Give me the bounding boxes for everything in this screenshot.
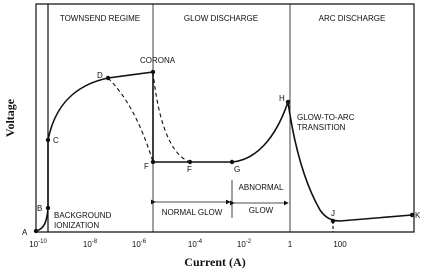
point-label: F — [144, 162, 149, 171]
point — [33, 228, 39, 234]
point — [285, 99, 291, 105]
point-label: F — [187, 165, 192, 174]
x-tick-label: 10-4 — [188, 239, 203, 249]
point — [229, 159, 235, 165]
x-tick-label: 10-8 — [83, 239, 98, 249]
annotation: ABNORMAL — [239, 183, 284, 192]
axes-box — [35, 3, 415, 233]
frame — [35, 3, 415, 233]
tick-base: 1 — [288, 240, 293, 249]
x-ticks: 10-10 10-8 10-6 10-4 10-2 1 100 — [29, 239, 347, 249]
point — [105, 75, 111, 81]
tick-base: 100 — [333, 240, 347, 249]
point-label: G — [234, 165, 240, 174]
point — [150, 159, 156, 165]
x-tick-label: 1 — [288, 240, 293, 249]
annotation: TRANSITION — [297, 123, 346, 132]
tick-exponent: -10 — [38, 239, 47, 245]
point — [150, 69, 156, 75]
x-tick-label: 10-2 — [237, 239, 252, 249]
tick-exponent: -4 — [197, 239, 203, 245]
tick-exponent: -2 — [246, 239, 252, 245]
characteristic-curve — [35, 71, 413, 232]
annotation: NORMAL GLOW — [162, 208, 223, 217]
curves — [35, 71, 413, 232]
point — [45, 205, 51, 211]
range-brackets — [151, 180, 289, 218]
points — [33, 69, 415, 234]
point-label: J — [331, 209, 335, 218]
annotation: BACKGROUND — [54, 211, 112, 220]
hysteresis-curve — [152, 71, 191, 163]
x-tick-label: 10-6 — [132, 239, 147, 249]
tick-exponent: -8 — [92, 239, 98, 245]
y-axis-title: Voltage — [3, 98, 17, 137]
annotation: CORONA — [140, 56, 176, 65]
x-tick-label: 100 — [333, 240, 347, 249]
x-tick-label: 10-10 — [29, 239, 47, 249]
point — [330, 218, 336, 224]
point — [187, 159, 193, 165]
annotation: GLOW — [249, 206, 274, 215]
tick-base: 10 — [132, 240, 141, 249]
tick-base: 10 — [188, 240, 197, 249]
point-label: B — [37, 204, 42, 213]
region-label: TOWNSEND REGIME — [60, 14, 140, 23]
point-label: A — [22, 228, 28, 237]
region-label: GLOW DISCHARGE — [184, 14, 258, 23]
hysteresis-curve — [107, 77, 154, 163]
annotation: GLOW-TO-ARC — [297, 113, 355, 122]
point — [409, 212, 415, 218]
tick-base: 10 — [237, 240, 246, 249]
point-label: K — [415, 211, 421, 220]
point-label: H — [279, 94, 285, 103]
point — [45, 137, 51, 143]
annotation: IONIZATION — [54, 221, 99, 230]
tick-exponent: -6 — [141, 239, 147, 245]
x-axis-title: Current (A) — [184, 255, 245, 269]
region-label: ARC DISCHARGE — [319, 14, 386, 23]
tick-base: 10 — [29, 240, 38, 249]
point-label: D — [97, 71, 103, 80]
point-label: C — [53, 136, 59, 145]
tick-base: 10 — [83, 240, 92, 249]
